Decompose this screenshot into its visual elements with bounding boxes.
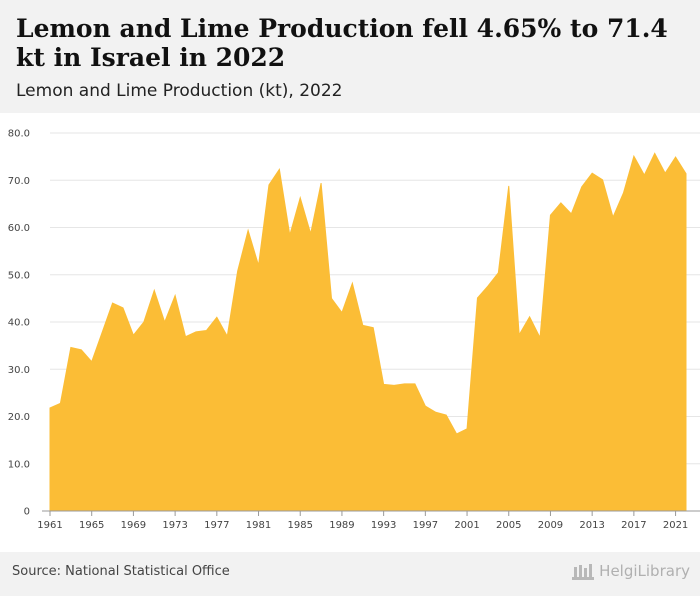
library-icon xyxy=(572,564,595,580)
x-tick-label: 1997 xyxy=(413,520,438,531)
x-tick-label: 1993 xyxy=(371,520,396,531)
x-tick-label: 1977 xyxy=(204,520,229,531)
y-tick-label: 20.0 xyxy=(8,412,30,423)
y-tick-label: 0 xyxy=(24,507,30,518)
y-tick-label: 50.0 xyxy=(8,270,30,281)
production-area-series xyxy=(49,152,687,512)
y-tick-label: 30.0 xyxy=(8,365,30,376)
x-tick-label: 2013 xyxy=(579,520,604,531)
y-tick-label: 80.0 xyxy=(8,129,30,140)
x-tick-label: 2017 xyxy=(621,520,646,531)
source-note: Source: National Statistical Office xyxy=(12,564,230,579)
x-tick-label: 1961 xyxy=(37,520,62,531)
x-tick-label: 1989 xyxy=(329,520,354,531)
y-tick-label: 40.0 xyxy=(8,318,30,329)
x-tick-label: 1969 xyxy=(121,520,146,531)
x-tick-label: 2021 xyxy=(663,520,688,531)
x-tick-label: 1985 xyxy=(288,520,313,531)
x-tick-label: 1973 xyxy=(162,520,187,531)
brand-name: HelgiLibrary xyxy=(599,562,690,580)
x-tick-label: 1965 xyxy=(79,520,104,531)
brand-logo: HelgiLibrary xyxy=(571,561,690,581)
x-tick-label: 1981 xyxy=(246,520,271,531)
x-tick-label: 2001 xyxy=(454,520,479,531)
x-tick-label: 2009 xyxy=(538,520,563,531)
chart-title: Lemon and Lime Production fell 4.65% to … xyxy=(16,14,668,72)
y-tick-label: 60.0 xyxy=(8,223,30,234)
y-tick-label: 10.0 xyxy=(8,459,30,470)
x-tick-label: 2005 xyxy=(496,520,521,531)
chart-footer: Source: National Statistical Office Helg… xyxy=(0,552,700,596)
chart-header: Lemon and Lime Production fell 4.65% to … xyxy=(0,0,700,113)
area-chart: 0 10.0 20.0 30.0 40.0 50.0 60.0 70.0 80.0 1961 196… xyxy=(8,129,700,531)
chart-subtitle: Lemon and Lime Production (kt), 2022 xyxy=(16,81,343,101)
y-tick-label: 70.0 xyxy=(8,176,30,187)
